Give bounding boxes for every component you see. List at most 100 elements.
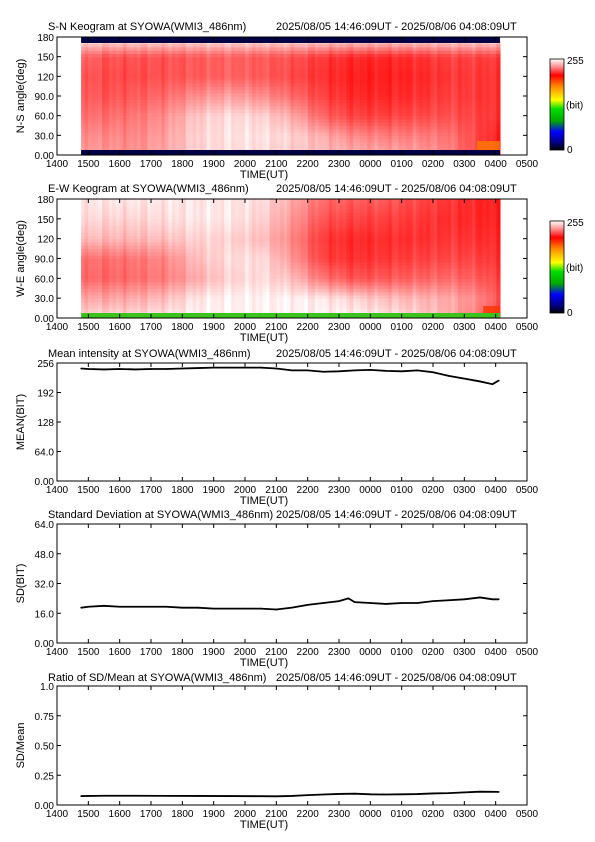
keogram-cell <box>349 102 354 107</box>
keogram-cell <box>342 46 347 51</box>
keogram-cell <box>398 63 403 68</box>
keogram-cell <box>363 132 368 136</box>
keogram-cell <box>451 115 456 120</box>
keogram-cell <box>384 59 389 64</box>
keogram-cell <box>220 138 225 143</box>
keogram-cell <box>91 288 96 293</box>
keogram-cell <box>203 69 208 74</box>
keogram-cell <box>447 102 452 107</box>
keogram-cell <box>91 135 96 140</box>
keogram-cell <box>304 115 309 120</box>
keogram-cell <box>349 128 354 133</box>
keogram-cell <box>84 128 89 133</box>
keogram-cell <box>269 92 274 97</box>
keogram-cell <box>95 225 100 230</box>
keogram-cell <box>328 96 333 100</box>
keogram-cell <box>468 69 473 74</box>
keogram-cell <box>213 56 218 61</box>
keogram-cell <box>109 69 114 74</box>
keogram-cell <box>196 122 201 127</box>
keogram-cell <box>314 86 320 91</box>
keogram-cell <box>300 141 306 146</box>
keogram-cell <box>280 46 285 51</box>
keogram-cell <box>112 265 117 270</box>
keogram-cell <box>311 128 316 133</box>
keogram-cell <box>273 86 278 91</box>
keogram-cell <box>95 304 100 309</box>
keogram-cell <box>129 102 135 107</box>
keogram-cell <box>192 125 197 130</box>
keogram-cell <box>231 135 236 140</box>
keogram-cell <box>325 141 330 146</box>
keogram-cell <box>437 69 442 74</box>
keogram-cell <box>342 43 347 48</box>
keogram-cell <box>398 43 403 48</box>
keogram-cell <box>116 138 121 143</box>
keogram-cell <box>489 73 494 77</box>
keogram-cell <box>374 50 379 54</box>
keogram-cell <box>314 122 320 127</box>
keogram-cell <box>245 73 250 77</box>
keogram-cell <box>196 43 201 48</box>
keogram-cell <box>164 102 169 107</box>
keogram-cell <box>416 115 421 120</box>
keogram-cell <box>129 228 135 233</box>
keogram-cell <box>276 141 281 146</box>
keogram-cell <box>409 86 414 91</box>
keogram-cell <box>328 79 333 84</box>
keogram-cell <box>423 145 428 150</box>
keogram-cell <box>465 105 470 110</box>
keogram-cell <box>185 63 190 68</box>
keogram-cell <box>231 145 236 150</box>
keogram-cell <box>84 258 89 263</box>
keogram-cell <box>185 135 190 140</box>
keogram-cell <box>472 73 477 77</box>
keogram-cell <box>339 118 344 123</box>
keogram-cell <box>98 291 103 296</box>
keogram-cell <box>492 132 498 136</box>
keogram-cell <box>231 115 236 120</box>
keogram-cell <box>116 132 121 136</box>
keogram-cell <box>294 125 299 130</box>
keogram-cell <box>300 76 306 81</box>
keogram-cell <box>388 105 393 110</box>
keogram-cell <box>388 86 393 91</box>
keogram-cell <box>370 105 375 110</box>
keogram-cell <box>126 245 131 250</box>
keogram-cell <box>136 128 142 133</box>
keogram-cell <box>241 105 246 110</box>
keogram-cell <box>192 89 197 94</box>
keogram-cell <box>95 238 100 243</box>
keogram-cell <box>109 284 114 289</box>
keogram-cell <box>391 50 396 54</box>
keogram-cell <box>126 288 131 293</box>
keogram-cell <box>98 199 103 203</box>
keogram-cell <box>133 238 138 243</box>
keogram-cell <box>122 261 128 266</box>
keogram-cell <box>196 135 201 140</box>
keogram-cell <box>300 92 306 97</box>
keogram-cell <box>98 281 103 286</box>
keogram-cell <box>465 118 470 123</box>
keogram-cell <box>91 86 96 91</box>
keogram-cell <box>102 128 107 133</box>
keogram-cell <box>360 125 365 130</box>
keogram-cell <box>318 63 323 68</box>
keogram-cell <box>143 82 149 87</box>
keogram-cell <box>395 79 400 84</box>
keogram-cell <box>102 212 107 217</box>
keogram-cell <box>178 46 183 51</box>
keogram-cell <box>98 298 103 303</box>
keogram-cell <box>154 56 159 61</box>
keogram-cell <box>266 50 271 54</box>
keogram-cell <box>377 128 382 133</box>
keogram-cell <box>234 112 239 117</box>
keogram-cell <box>437 128 442 133</box>
keogram-cell <box>112 271 117 276</box>
keogram-cell <box>416 76 421 81</box>
keogram-cell <box>356 56 361 61</box>
keogram-cell <box>150 66 155 71</box>
keogram-cell <box>360 66 365 71</box>
keogram-cell <box>391 79 396 84</box>
